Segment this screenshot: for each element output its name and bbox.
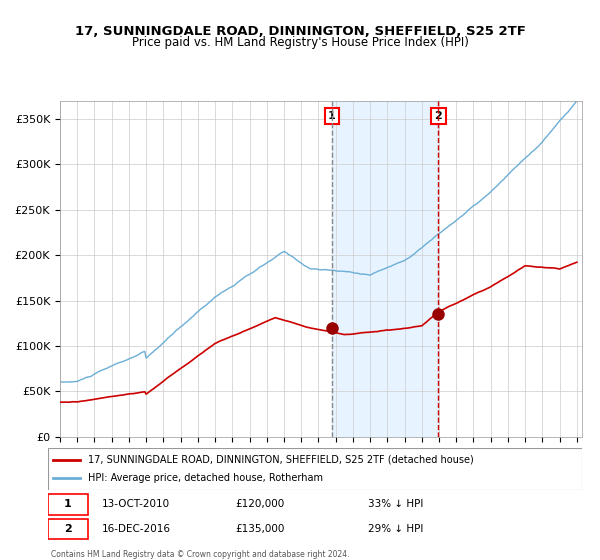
Text: 1: 1 — [64, 500, 71, 509]
Text: 13-OCT-2010: 13-OCT-2010 — [101, 500, 170, 509]
Text: 2: 2 — [64, 524, 71, 534]
Text: 33% ↓ HPI: 33% ↓ HPI — [368, 500, 424, 509]
FancyBboxPatch shape — [48, 448, 582, 490]
FancyBboxPatch shape — [48, 494, 88, 515]
Text: Price paid vs. HM Land Registry's House Price Index (HPI): Price paid vs. HM Land Registry's House … — [131, 36, 469, 49]
FancyBboxPatch shape — [48, 519, 88, 539]
Text: 17, SUNNINGDALE ROAD, DINNINGTON, SHEFFIELD, S25 2TF: 17, SUNNINGDALE ROAD, DINNINGTON, SHEFFI… — [74, 25, 526, 38]
Text: 16-DEC-2016: 16-DEC-2016 — [101, 524, 170, 534]
Text: 1: 1 — [328, 111, 336, 121]
Text: £135,000: £135,000 — [235, 524, 284, 534]
Text: HPI: Average price, detached house, Rotherham: HPI: Average price, detached house, Roth… — [88, 473, 323, 483]
Text: 29% ↓ HPI: 29% ↓ HPI — [368, 524, 424, 534]
Bar — [332, 101, 439, 437]
Text: 2: 2 — [434, 111, 442, 121]
Text: 17, SUNNINGDALE ROAD, DINNINGTON, SHEFFIELD, S25 2TF (detached house): 17, SUNNINGDALE ROAD, DINNINGTON, SHEFFI… — [88, 455, 474, 465]
Text: Contains HM Land Registry data © Crown copyright and database right 2024.
This d: Contains HM Land Registry data © Crown c… — [51, 550, 349, 560]
Text: £120,000: £120,000 — [235, 500, 284, 509]
